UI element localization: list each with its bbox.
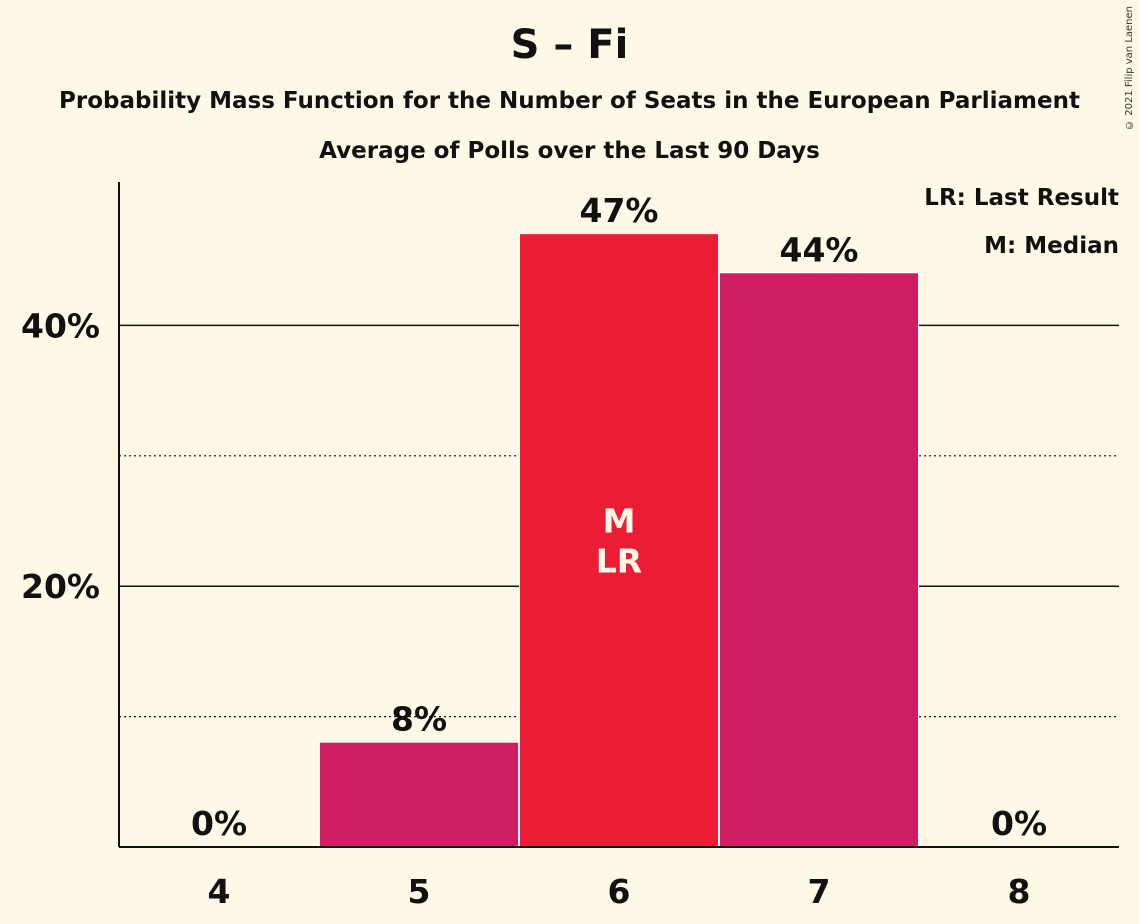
x-tick-label: 7 xyxy=(808,872,831,911)
data-label-5: 8% xyxy=(391,700,447,739)
bar-seat-6 xyxy=(520,234,718,847)
data-label-8: 0% xyxy=(991,804,1047,843)
y-tick-label: 20% xyxy=(21,567,100,606)
bar-marker-m: M xyxy=(603,502,636,541)
data-label-4: 0% xyxy=(191,804,247,843)
chart-subtitle-2: Average of Polls over the Last 90 Days xyxy=(319,138,820,164)
data-label-7: 44% xyxy=(780,230,859,269)
chart-title: S – Fi xyxy=(510,22,629,68)
x-tick-label: 6 xyxy=(608,872,631,911)
data-label-6: 47% xyxy=(580,191,659,230)
bar-marker-lr: LR xyxy=(596,542,642,581)
bar-seat-7 xyxy=(720,273,918,847)
chart-subtitle: Probability Mass Function for the Number… xyxy=(59,88,1080,114)
legend-last-result: LR: Last Result xyxy=(924,185,1119,211)
x-tick-label: 5 xyxy=(408,872,431,911)
legend-median: M: Median xyxy=(984,233,1119,259)
x-tick-label: 4 xyxy=(208,872,231,911)
x-tick-label: 8 xyxy=(1008,872,1031,911)
bar-seat-5 xyxy=(320,742,518,847)
y-tick-label: 40% xyxy=(21,306,100,345)
